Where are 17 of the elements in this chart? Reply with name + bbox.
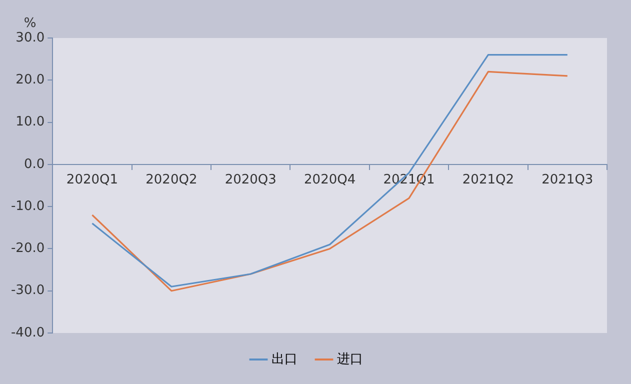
y-axis-title: %	[24, 16, 36, 31]
y-tick-label: -10.0	[10, 198, 45, 214]
x-tick-label: 2021Q2	[462, 172, 514, 188]
legend-label: 进口	[337, 352, 363, 367]
y-tick-label: 20.0	[16, 72, 45, 88]
x-tick-label: 2021Q3	[542, 172, 594, 188]
legend-label: 出口	[272, 352, 298, 367]
x-tick-label: 2020Q3	[224, 172, 276, 188]
x-tick-label: 2020Q4	[304, 172, 356, 188]
y-tick-label: 0.0	[24, 156, 45, 172]
y-tick-label: -30.0	[10, 283, 45, 298]
y-tick-label: 10.0	[16, 114, 45, 130]
y-tick-label: 30.0	[16, 30, 45, 46]
y-tick-label: -40.0	[10, 325, 45, 340]
y-tick-label: -20.0	[10, 241, 45, 256]
x-tick-label: 2020Q1	[66, 172, 118, 188]
x-tick-label: 2020Q2	[146, 172, 198, 188]
